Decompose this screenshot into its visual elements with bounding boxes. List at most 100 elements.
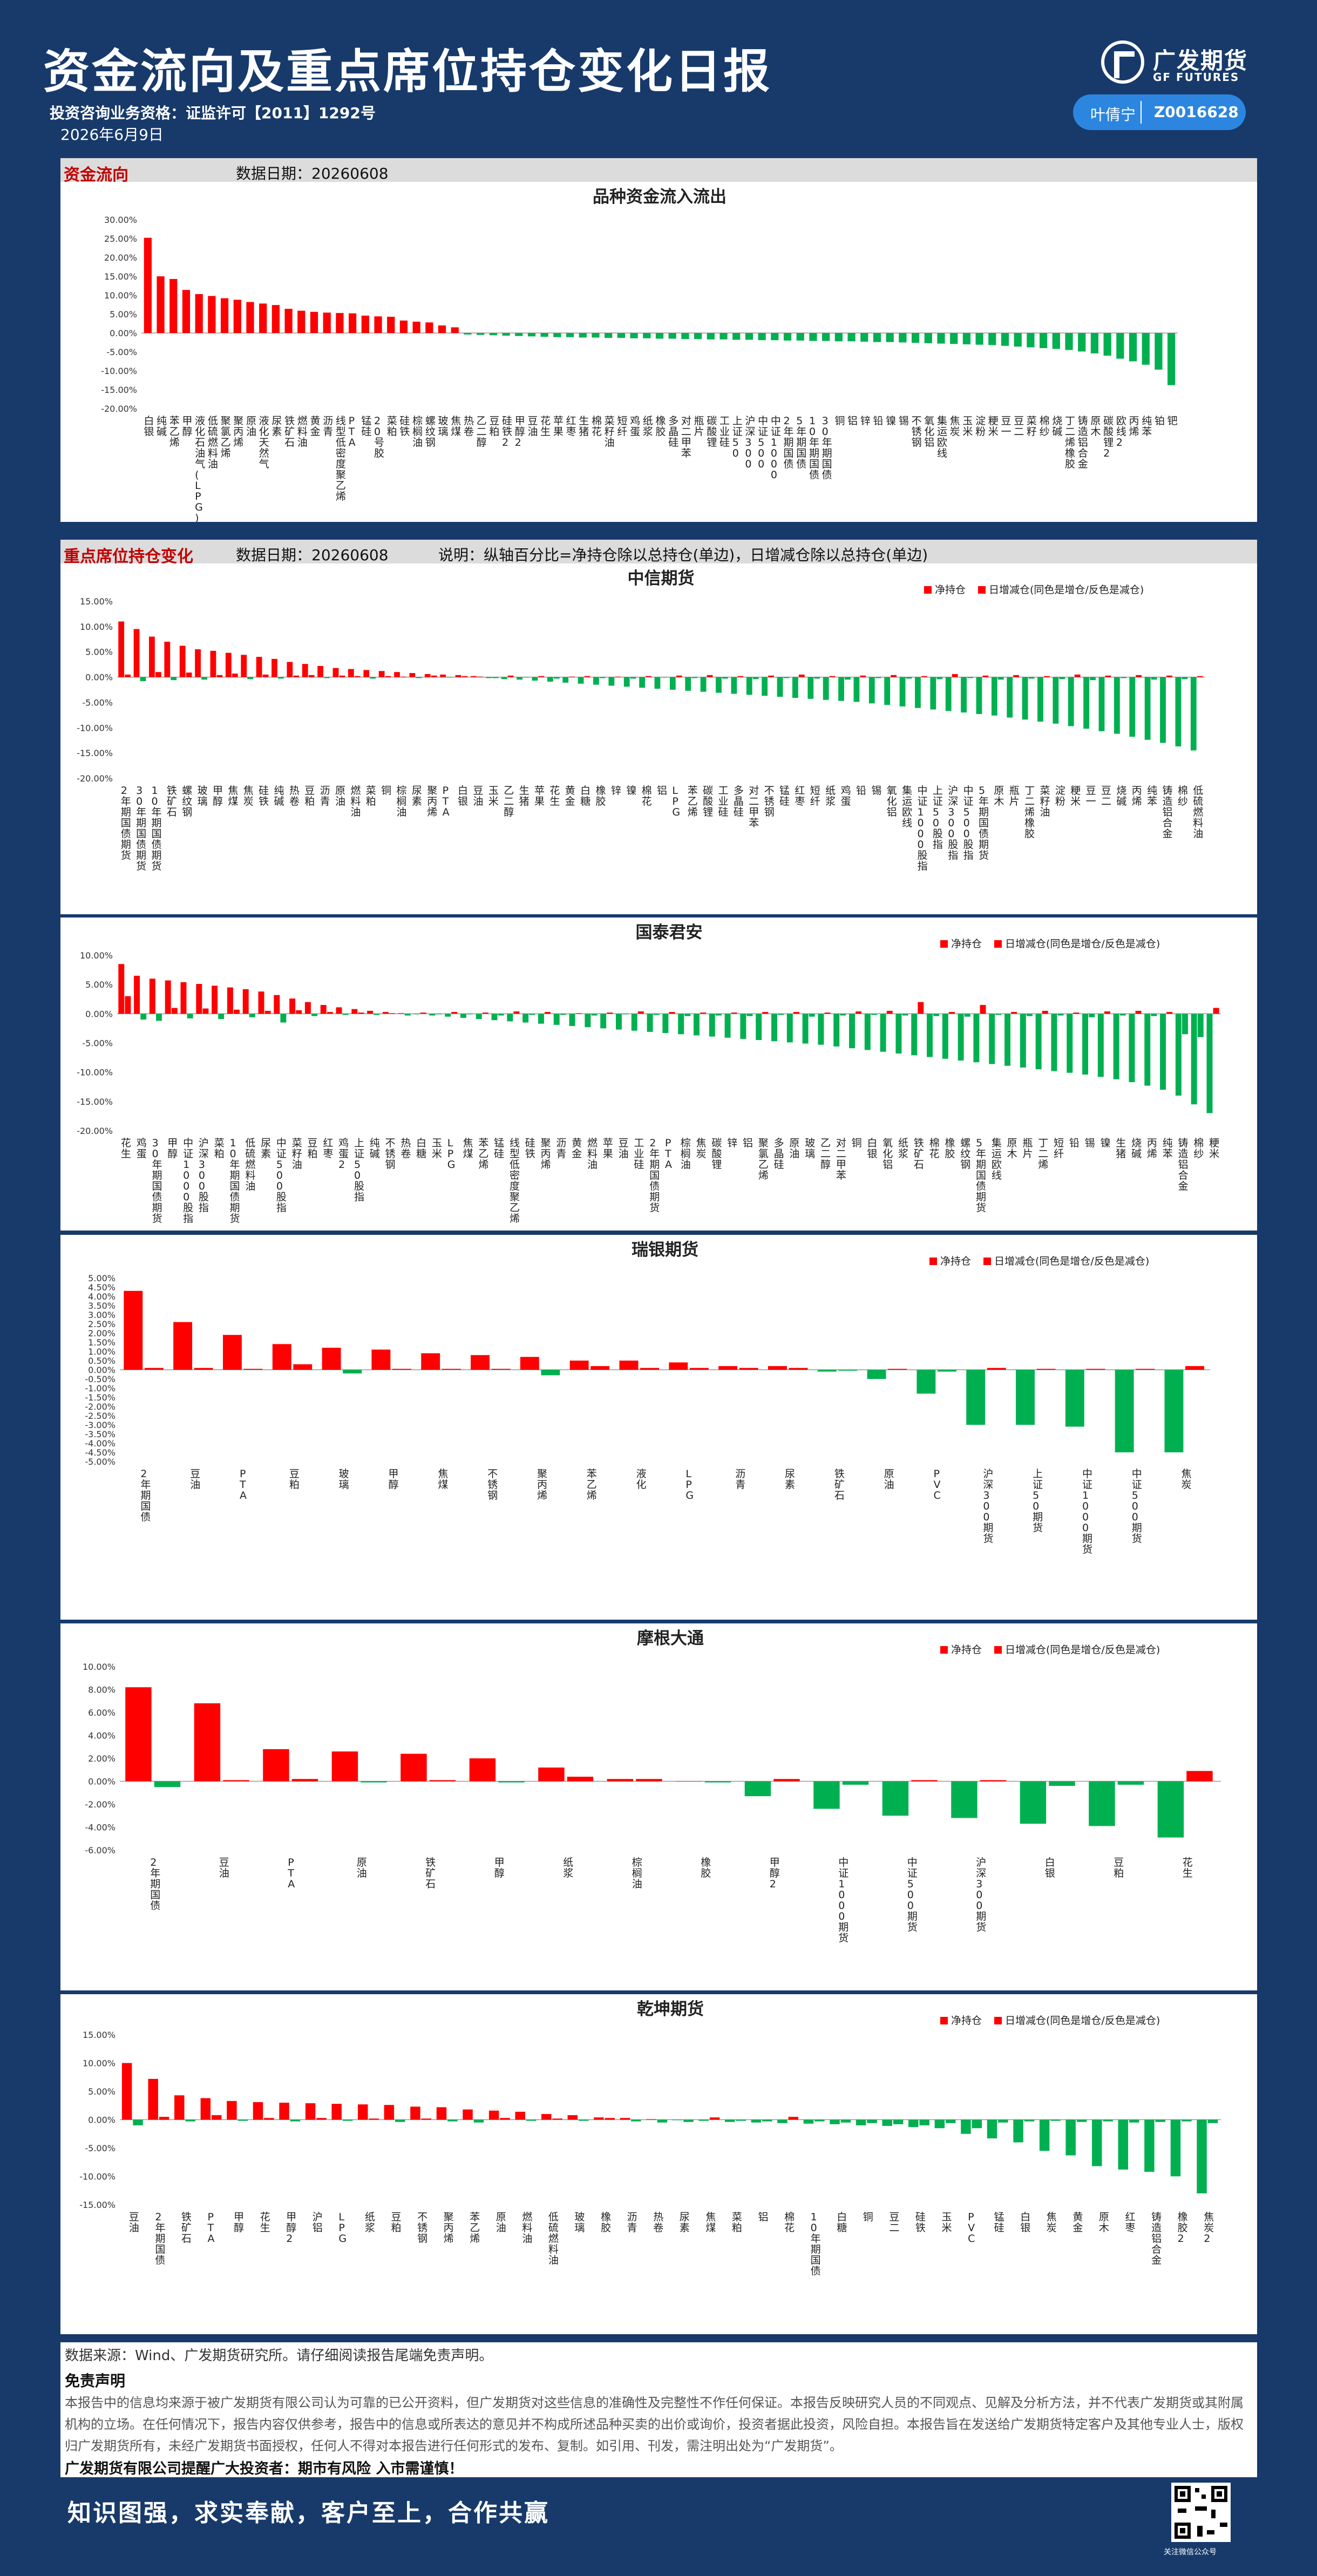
bar-net [911,1014,918,1056]
bar-net [1155,333,1163,370]
bar-net [1007,677,1013,718]
bar-change [243,1369,263,1370]
x-tick-label: 低硫燃料油 [548,2211,559,2266]
bar-net [1160,1014,1166,1090]
x-tick-label: 铝 [657,785,667,797]
chart-title: 中信期货 [628,569,695,588]
bar-change [1105,675,1111,677]
bar-net [1129,677,1136,737]
bar-change [886,1010,893,1014]
bar-change [446,677,452,678]
x-tick-label: 纸浆 [898,1137,908,1160]
legend-swatch-change [994,1646,1002,1654]
x-tick-label: 红枣 [1125,2211,1136,2234]
bar-net [567,2115,578,2120]
bar-net [1014,333,1022,347]
y-tick-label: 2.00% [88,1753,116,1764]
y-tick-label: 0.00% [88,1365,116,1375]
x-tick-label: 聚丙烯 [444,2211,454,2245]
bar-net [1020,1781,1047,1824]
bar-change [599,677,606,678]
bar-net [669,677,676,690]
bar-change [247,677,254,679]
bar-change [891,675,897,677]
y-tick-label: 0.00% [85,1009,113,1019]
bar-change [1197,1014,1204,1037]
x-tick-label: 铜 [381,785,391,797]
x-tick-label: 2 年期国债 [784,415,794,470]
bar-net [195,294,203,333]
bar-change [389,1013,395,1014]
bar-net [818,1014,824,1045]
legend-swatch-net [929,1258,937,1265]
x-tick-label: 烧碱 [1116,785,1126,807]
x-tick-label: 镍 [1100,1137,1110,1149]
bar-change [1129,2119,1139,2123]
x-tick-label: 5 年期国债期货 [979,785,989,861]
y-tick-label: 4.50% [88,1282,116,1293]
bar-net [732,333,741,340]
bar-net [873,333,881,342]
x-tick-label: 甲醇 [494,1857,505,1879]
x-tick-label: 2 年期国债期货 [649,1137,660,1214]
section-header-fund-flow: 资金流向 数据日期：20260608 [60,158,1257,185]
x-tick-label: 焦炭 [696,1137,707,1160]
x-tick-label: 纯碱 [274,785,284,807]
x-tick-label: 纯苯 [1163,1137,1173,1160]
x-tick-label: 碳酸锂 [707,415,717,448]
bar-change [814,677,820,679]
x-tick-label: 乙二醇 [820,1137,831,1171]
x-tick-label: 花生 [540,415,551,438]
bar-change [308,675,315,677]
bar-net [384,2105,395,2120]
bar-net [762,677,768,696]
bar-change [1151,1014,1157,1016]
bar-net [133,629,140,677]
bar-net [976,677,982,714]
bar-net [263,1749,289,1782]
bar-change [234,1009,240,1014]
x-tick-label: 线型低密度聚乙烯 [336,415,346,502]
y-tick-label: -15.00% [77,748,113,758]
bar-change [249,1014,255,1017]
x-tick-label: 原木 [1090,415,1101,438]
logo-text-cn: 广发期货 [1153,47,1248,74]
bar-net [320,1005,327,1014]
x-tick-label: 铝 [743,1137,753,1149]
bar-change [1036,1369,1056,1370]
bar-net [200,2098,211,2120]
bar-net [488,2110,499,2120]
bar-net [777,677,783,697]
x-tick-label: 钯 [1167,415,1178,427]
bar-change [691,677,698,678]
x-tick-label: 棕榈油 [681,1137,691,1171]
bar-change [498,1014,504,1016]
bar-change [768,675,774,677]
bar-net [899,677,906,706]
bar-net [700,677,707,692]
bar-net [274,995,280,1014]
bar-change [171,677,177,681]
bar-net [569,1014,575,1027]
bar-change [1136,675,1142,677]
bar-net [988,333,996,345]
x-tick-label: 生猪 [579,415,589,438]
x-tick-label: 2 年期国债期货 [121,785,131,861]
bar-net [317,665,323,677]
x-tick-label: 沥青 [323,415,333,438]
bar-net [253,2102,263,2120]
bar-net [605,333,613,338]
x-tick-label: 焦煤 [438,1468,448,1491]
x-tick-label: 5 年期国债期货 [976,1137,986,1214]
bar-net [515,2111,525,2120]
bar-change [752,677,759,679]
x-tick-label: 豆粕 [391,2211,402,2234]
bar-net [991,677,997,716]
bar-net [1065,2119,1076,2156]
bar-net [1078,333,1086,352]
bar-change [293,675,300,677]
bar-change [871,1014,877,1015]
bar-net [579,333,587,338]
